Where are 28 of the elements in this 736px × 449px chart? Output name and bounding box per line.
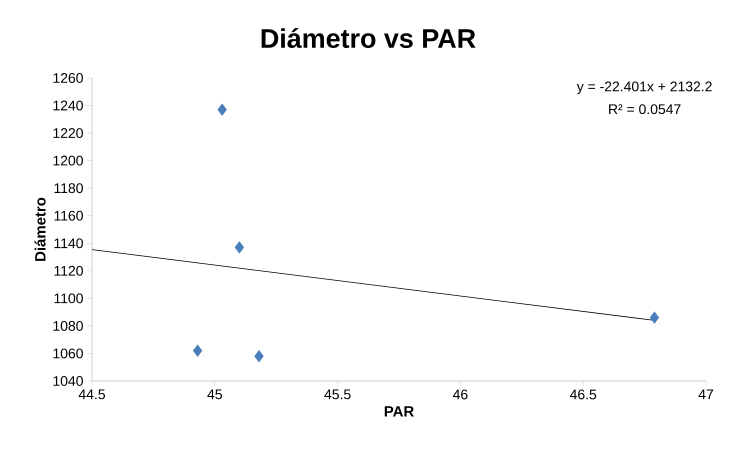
y-tick-label: 1100 xyxy=(54,293,83,304)
point xyxy=(192,344,202,357)
y-tick-label: 1140 xyxy=(54,238,83,248)
y-tick-label: 1120 xyxy=(54,266,83,276)
x-tick-label: 47 xyxy=(698,390,714,400)
annotation: y = -22.401x + 2132.2 xyxy=(576,82,712,94)
x-tick-label: 44.5 xyxy=(78,390,105,400)
y-axis-title: Diámetro xyxy=(34,198,46,261)
point xyxy=(234,241,244,254)
y-tick-label: 1160 xyxy=(54,210,83,221)
annotation: R² = 0.0547 xyxy=(609,104,681,114)
x-tick-label: 45.5 xyxy=(324,390,351,400)
y-tick-label: 1080 xyxy=(54,320,83,331)
y-tick-label: 1260 xyxy=(54,73,83,83)
y-tick-label: 1220 xyxy=(54,128,83,138)
y-tick-label: 1240 xyxy=(54,100,83,110)
x-axis-title: PAR xyxy=(384,406,414,417)
x-tick-label: 46 xyxy=(452,390,468,400)
y-tick-label: 1180 xyxy=(54,183,83,194)
point xyxy=(254,350,264,362)
y-tick-label: 1040 xyxy=(54,376,83,386)
y-tick-label: 1060 xyxy=(54,348,83,358)
point xyxy=(650,311,660,324)
x-tick-label: 46.5 xyxy=(570,390,596,400)
point xyxy=(217,103,227,116)
y-tick-label: 1200 xyxy=(54,156,83,166)
x-tick-label: 45 xyxy=(207,390,222,400)
chart-title: Diámetro vs PAR xyxy=(262,28,476,48)
